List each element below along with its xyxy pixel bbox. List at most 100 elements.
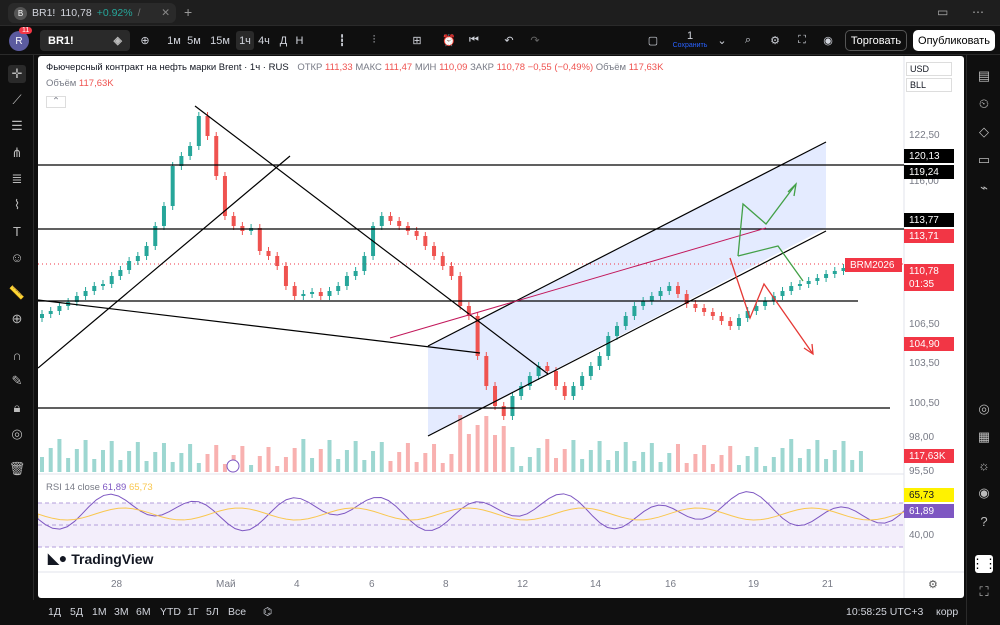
clock[interactable]: 10:58:25 UTC+3	[846, 606, 924, 618]
interval-1[interactable]: 5м	[187, 34, 201, 47]
pattern-icon[interactable]: ⌇	[13, 197, 21, 212]
volume-bar	[745, 456, 750, 472]
eye-icon[interactable]: ◎	[11, 426, 23, 441]
contract-tag: BRM2026	[845, 258, 902, 272]
range-5[interactable]: YTD	[160, 606, 181, 618]
trade-button[interactable]: Торговать	[845, 30, 907, 51]
candle	[301, 294, 306, 296]
fib-icon[interactable]: ≣	[11, 171, 23, 186]
lock-drawing-icon[interactable]: ✎	[11, 373, 23, 388]
help-icon[interactable]: ?	[980, 513, 988, 529]
volume-bar	[135, 442, 140, 472]
chat-icon[interactable]: ▭	[977, 152, 991, 167]
symbol-search-button[interactable]: BR1! ◈	[40, 30, 130, 51]
volume-bar	[649, 443, 654, 472]
candles-icon[interactable]: ┇	[338, 35, 346, 47]
gear-icon[interactable]: ⚙	[770, 35, 780, 47]
range-3[interactable]: 3М	[114, 606, 129, 618]
range-6[interactable]: 1Г	[187, 606, 199, 618]
notification-icon[interactable]: ◉	[978, 485, 990, 500]
magnet-icon[interactable]: ∩	[12, 347, 22, 363]
window-layout-icon[interactable]: ▭	[937, 5, 949, 19]
adjust-toggle[interactable]: корр	[936, 606, 959, 618]
chart-settings-icon[interactable]: ⚙	[928, 579, 938, 591]
symbol-tab[interactable]: B BR1! 110,78 +0.92% / ✕	[8, 3, 176, 23]
range-7[interactable]: 5Л	[206, 606, 219, 618]
volume-bar	[545, 439, 550, 472]
bulb-icon[interactable]: ☼	[978, 457, 990, 473]
currency-selector[interactable]: USD	[906, 62, 952, 76]
layers-icon[interactable]: ◇	[979, 124, 989, 139]
undo-icon[interactable]: ↶	[504, 35, 514, 47]
fullscreen-icon[interactable]: ⛶	[798, 34, 806, 46]
publish-button[interactable]: Опубликовать	[913, 30, 995, 51]
candle	[493, 386, 498, 406]
price-chart[interactable]	[38, 56, 964, 598]
interval-5[interactable]: Д	[279, 34, 288, 47]
collapse-legend-icon[interactable]: ⌃	[46, 96, 66, 108]
layout-square-icon[interactable]: ▢	[647, 35, 659, 47]
crosshair-icon[interactable]: ✛	[8, 65, 26, 83]
expand-icon[interactable]: ⛶	[979, 584, 989, 599]
range-2[interactable]: 1М	[92, 606, 107, 618]
layout-dropdown-icon[interactable]: ⌄	[717, 35, 727, 47]
trash-icon[interactable]: 🗑︎	[8, 461, 26, 476]
alt-arrow	[737, 245, 804, 282]
chart-pane[interactable]: Фьючерсный контракт на нефть марки Brent…	[38, 56, 964, 598]
new-tab-icon[interactable]: +	[184, 4, 193, 20]
volume-bar	[510, 447, 515, 472]
tab-close-icon[interactable]: ✕	[161, 7, 170, 19]
watermark-text: TradingView	[71, 550, 154, 567]
horizontal-lines-icon[interactable]: ☰	[11, 118, 23, 133]
range-1[interactable]: 5Д	[70, 606, 83, 618]
volume-bar	[414, 462, 419, 472]
text-icon[interactable]: T	[13, 223, 21, 239]
indicators-icon[interactable]: ⫶	[372, 34, 376, 46]
camera-icon[interactable]: ◉	[823, 35, 833, 47]
more-icon[interactable]: ⋯	[972, 5, 984, 19]
interval-6[interactable]: Н	[295, 34, 304, 47]
interval-4[interactable]: 4ч	[258, 34, 270, 47]
redo-icon[interactable]: ↷	[530, 35, 540, 47]
alerts-clock-icon[interactable]: ⏲	[978, 96, 990, 111]
unit-selector[interactable]: BLL	[906, 78, 952, 92]
candle	[693, 304, 698, 308]
trendline-icon[interactable]: ⟋	[12, 92, 22, 107]
rsi-ma-line	[38, 507, 907, 521]
pitchfork-icon[interactable]: ⋔	[11, 145, 23, 160]
search-icon[interactable]: ⌕	[744, 34, 752, 46]
time-tick: 4	[294, 579, 300, 590]
candle	[536, 366, 541, 376]
candle	[501, 406, 506, 416]
lock-icon[interactable]: 🔒︎	[13, 400, 21, 415]
apps-grid-icon[interactable]: ⋮⋮	[971, 555, 997, 573]
candle	[832, 271, 837, 274]
calendar-icon[interactable]: ▦	[977, 429, 991, 444]
range-0[interactable]: 1Д	[48, 606, 61, 618]
interval-0[interactable]: 1м	[167, 34, 181, 47]
volume-bar	[379, 442, 384, 472]
avatar[interactable]: R	[9, 31, 29, 51]
date-range-icon[interactable]: ⌬	[263, 606, 273, 618]
interval-3[interactable]: 1ч	[236, 31, 254, 50]
volume-bar	[824, 459, 829, 472]
zoom-icon[interactable]: ⊕	[11, 311, 23, 326]
compare-add-icon[interactable]: ⊕	[140, 35, 150, 47]
target-icon[interactable]: ◎	[978, 401, 990, 416]
candle	[205, 116, 210, 136]
emoji-icon[interactable]: ☺	[10, 249, 24, 265]
watchlist-icon[interactable]: ▤	[977, 68, 991, 83]
volume-bar	[214, 445, 219, 472]
interval-2[interactable]: 15м	[210, 34, 230, 47]
volume-bar	[632, 461, 637, 472]
save-layout-button[interactable]: 1 Сохранить	[670, 30, 710, 50]
templates-icon[interactable]: ⊞	[412, 35, 422, 47]
range-8[interactable]: Все	[228, 606, 247, 618]
alert-icon[interactable]: ⏰	[442, 35, 456, 47]
replay-icon[interactable]: ⏮	[469, 34, 479, 46]
channel-upper	[427, 141, 827, 347]
range-4[interactable]: 6М	[136, 606, 151, 618]
ruler-icon[interactable]: 📏	[8, 285, 26, 300]
price-label: 110,78	[904, 264, 954, 278]
pulse-icon[interactable]: ⌁	[980, 180, 988, 195]
